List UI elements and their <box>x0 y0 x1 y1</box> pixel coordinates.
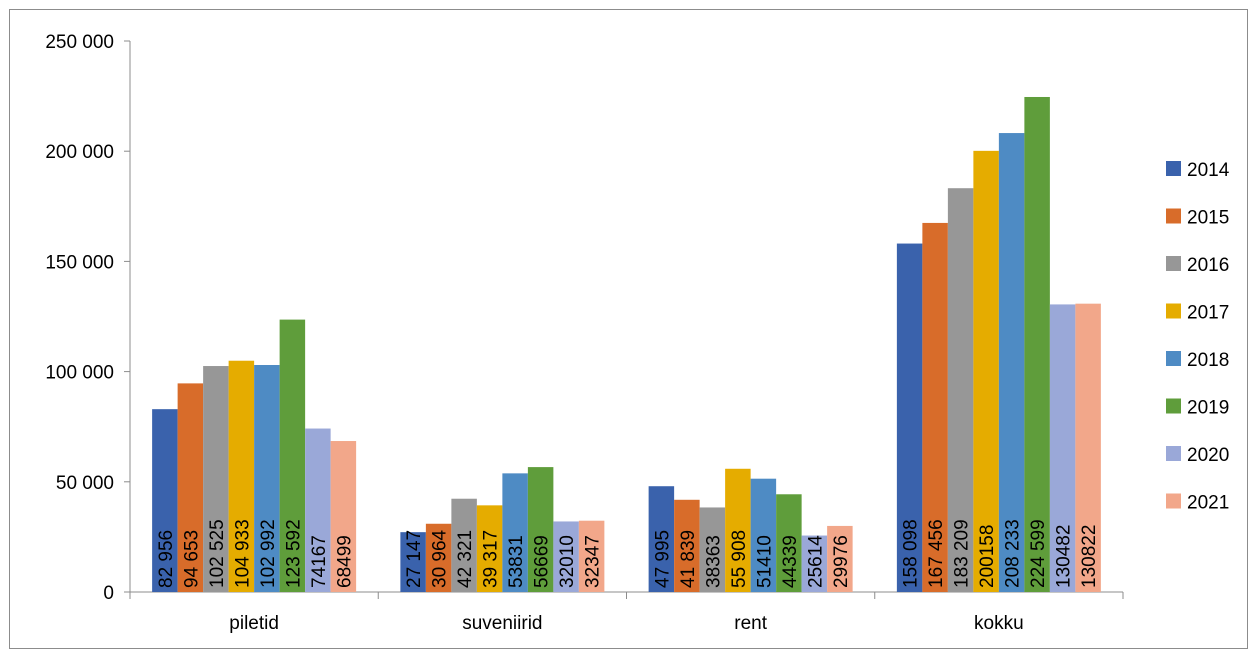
y-tick-label: 0 <box>103 583 114 604</box>
data-label: 41 839 <box>678 530 699 588</box>
y-axis: 0 50 000 100 000 150 000 200 000 250 000 <box>45 32 131 604</box>
bar <box>648 486 675 592</box>
bar <box>553 521 579 592</box>
data-label: 183 209 <box>952 519 973 588</box>
legend-swatch <box>1166 351 1181 366</box>
data-label: 130482 <box>1054 525 1075 588</box>
data-label: 38363 <box>703 535 724 588</box>
category-label: suveniirid <box>462 613 542 634</box>
data-label: 104 933 <box>232 519 253 588</box>
data-label: 30 964 <box>430 529 451 588</box>
data-label: 208 233 <box>1003 519 1024 588</box>
legend-label: 2018 <box>1187 350 1229 371</box>
data-labels: 82 956 94 653 102 525 104 933 102 992 123 592… <box>156 519 1100 588</box>
data-label: 167 456 <box>926 519 947 588</box>
data-label: 32347 <box>583 535 604 588</box>
legend-swatch <box>1166 208 1181 224</box>
data-label: 94 653 <box>181 530 202 588</box>
bar <box>451 498 477 592</box>
bar <box>400 532 426 592</box>
data-label: 74167 <box>309 535 330 588</box>
legend-swatch <box>1166 446 1181 461</box>
legend-label: 2019 <box>1187 398 1229 419</box>
bar <box>279 319 306 592</box>
bar <box>203 366 229 592</box>
y-tick-label: 150 000 <box>45 252 114 273</box>
bar <box>578 520 605 592</box>
data-label: 42 321 <box>455 530 476 588</box>
data-label: 68499 <box>334 535 355 588</box>
bar <box>947 188 974 592</box>
data-label: 39 317 <box>481 530 502 588</box>
data-label: 200158 <box>977 525 998 588</box>
data-label: 51410 <box>754 535 775 588</box>
bar <box>973 150 999 593</box>
data-label: 44339 <box>780 535 801 588</box>
bar <box>1024 96 1050 593</box>
bar <box>152 409 178 592</box>
bar <box>896 243 923 592</box>
bar <box>1049 304 1076 592</box>
data-label: 55 908 <box>729 530 750 588</box>
bar <box>776 494 802 592</box>
data-label: 82 956 <box>156 530 177 588</box>
data-label: 32010 <box>557 535 578 588</box>
y-tick-label: 250 000 <box>45 32 114 53</box>
category-label: rent <box>734 613 767 634</box>
legend-label: 2021 <box>1187 493 1229 514</box>
data-label: 102 525 <box>207 519 228 588</box>
x-axis: piletid suveniirid rent kokku <box>129 591 1124 634</box>
bar <box>305 428 331 592</box>
bar-series <box>152 96 1101 593</box>
legend-swatch <box>1166 303 1181 319</box>
legend: 2014 2015 2016 2017 2018 2019 2020 2021 <box>1166 160 1230 514</box>
data-label: 130822 <box>1079 525 1100 588</box>
legend-label: 2020 <box>1187 445 1229 466</box>
bar <box>750 478 777 592</box>
bar <box>476 505 503 592</box>
data-label: 123 592 <box>283 519 304 588</box>
bar <box>674 499 700 592</box>
y-tick-label: 200 000 <box>45 142 114 163</box>
bar <box>801 535 828 592</box>
bar <box>228 360 255 592</box>
bar <box>425 523 452 592</box>
legend-swatch <box>1166 161 1181 176</box>
y-tick-label: 50 000 <box>56 473 114 494</box>
bar <box>502 473 528 592</box>
data-label: 224 599 <box>1028 519 1049 588</box>
bar <box>254 365 280 592</box>
bar <box>699 507 726 592</box>
data-label: 29976 <box>831 535 852 588</box>
legend-swatch <box>1166 493 1181 509</box>
data-label: 158 098 <box>901 519 922 588</box>
bar <box>527 467 554 592</box>
data-label: 102 992 <box>258 519 279 588</box>
legend-label: 2014 <box>1187 160 1230 181</box>
legend-swatch <box>1166 256 1181 271</box>
bar <box>827 525 853 592</box>
bar <box>922 222 948 592</box>
bar <box>1075 303 1101 592</box>
data-label: 27 147 <box>404 530 425 588</box>
category-label: piletid <box>229 613 279 634</box>
y-tick-label: 100 000 <box>45 363 114 384</box>
legend-label: 2017 <box>1187 303 1229 324</box>
legend-label: 2016 <box>1187 255 1229 276</box>
data-label: 56669 <box>532 535 553 588</box>
category-label: kokku <box>974 613 1024 634</box>
bar <box>998 133 1025 592</box>
data-label: 47 995 <box>652 530 673 588</box>
bar <box>725 468 751 592</box>
data-label: 25614 <box>805 535 826 588</box>
legend-label: 2015 <box>1187 208 1229 229</box>
bar <box>330 441 357 592</box>
legend-swatch <box>1166 398 1181 414</box>
bar <box>177 383 204 592</box>
data-label: 53831 <box>506 535 527 588</box>
